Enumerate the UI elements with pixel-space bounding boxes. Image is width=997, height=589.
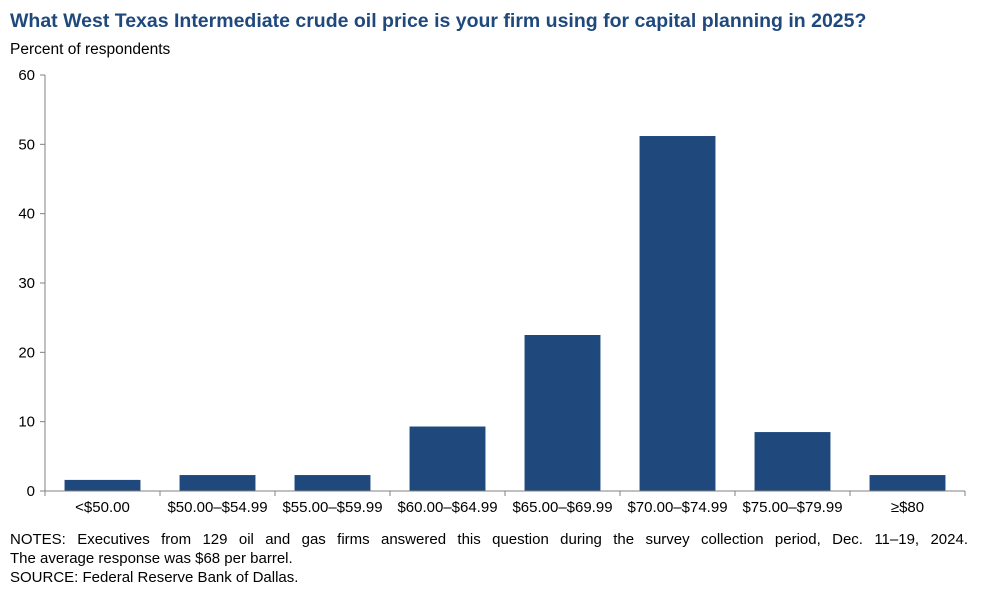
y-tick-label-1: 10 [18, 414, 35, 431]
x-tick-label-3: $60.00–$64.99 [397, 499, 497, 516]
y-tick-label-3: 30 [18, 275, 35, 292]
y-tick-label-4: 40 [18, 206, 35, 223]
bar-0 [64, 479, 141, 491]
y-tick-label-2: 20 [18, 344, 35, 361]
chart-title: What West Texas Intermediate crude oil p… [10, 10, 867, 32]
y-tick-label-0: 0 [27, 483, 35, 500]
bar-3 [409, 426, 486, 491]
y-axis-label: Percent of respondents [10, 41, 171, 58]
source-line: SOURCE: Federal Reserve Bank of Dallas. [10, 569, 299, 586]
x-tick-label-1: $50.00–$54.99 [167, 499, 267, 516]
bar-1 [179, 475, 256, 491]
notes-line-2: The average response was $68 per barrel. [10, 550, 293, 567]
bar-7 [869, 475, 946, 491]
y-tick-label-5: 50 [18, 136, 35, 153]
x-tick-label-6: $75.00–$79.99 [742, 499, 842, 516]
bar-4 [524, 335, 601, 491]
bar-chart: 0 10 20 30 40 50 60 <$50.00 $50.00–$54.99 $55.00–… [18, 67, 966, 516]
axes-group: 0 10 20 30 40 50 60 <$50.00 $50.00–$54.99 $55.00–… [18, 67, 966, 516]
bar-2 [294, 475, 371, 491]
y-tick-label-6: 60 [18, 67, 35, 84]
x-tick-label-7: ≥$80 [891, 499, 924, 516]
x-tick-label-4: $65.00–$69.99 [512, 499, 612, 516]
notes-line-1: NOTES: Executives from 129 oil and gas f… [10, 531, 968, 548]
x-tick-label-0: <$50.00 [75, 499, 130, 516]
bars-group [64, 136, 946, 491]
bar-5 [639, 136, 716, 491]
x-tick-label-2: $55.00–$59.99 [282, 499, 382, 516]
notes-block: NOTES: Executives from 129 oil and gas f… [10, 530, 968, 587]
bar-6 [754, 432, 831, 491]
x-tick-label-5: $70.00–$74.99 [627, 499, 727, 516]
